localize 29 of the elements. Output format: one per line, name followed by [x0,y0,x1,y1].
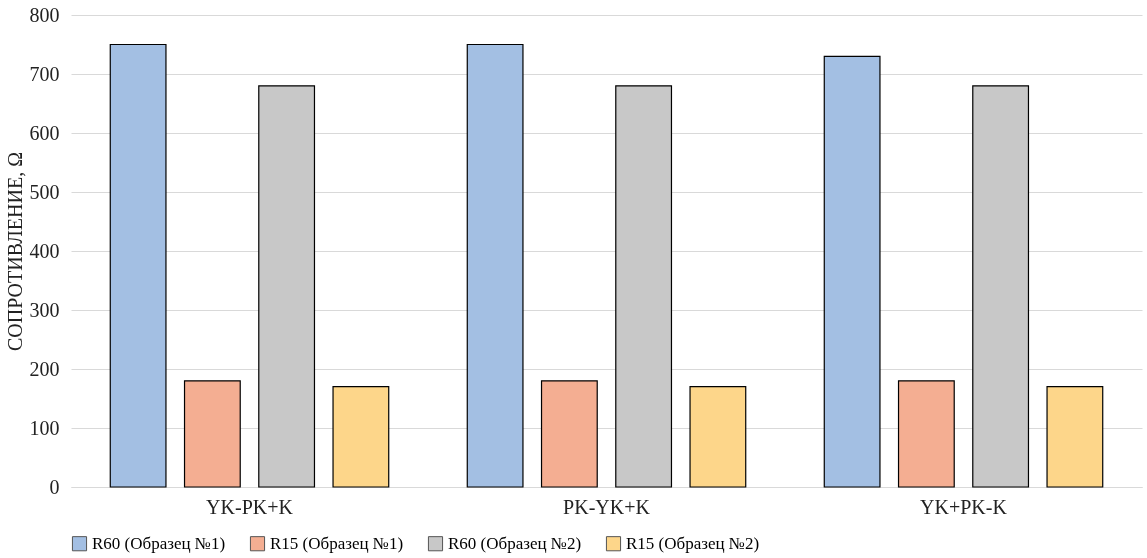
y-tick-label: 400 [29,239,60,262]
legend-label: R15 (Образец №2) [626,533,760,553]
bar [972,85,1030,488]
bar [689,386,747,488]
legend-label: R15 (Образец №1) [270,533,404,553]
y-tick-label: 100 [29,416,60,439]
bar [258,85,316,488]
x-tick-label: YK-PK+K [206,495,294,518]
bar [332,386,390,488]
y-tick-label: 800 [29,3,60,26]
bar [897,380,955,488]
y-tick-label: 600 [29,121,60,144]
x-tick-label: PK-YK+K [563,495,651,518]
y-tick-label: 500 [29,180,60,203]
bar [823,55,881,488]
x-tick-label: YK+PK-K [920,495,1008,518]
bar [615,85,673,488]
y-axis-title: СОПРОТИВЛЕНИЕ, Ω [3,151,26,352]
bar [540,380,598,488]
y-tick-label: 700 [29,62,60,85]
y-tick-label: 200 [29,357,60,380]
legend-label: R60 (Образец №1) [92,533,226,553]
bar [109,43,167,488]
bar [183,380,241,488]
legend-label: R60 (Образец №2) [448,533,582,553]
y-tick-label: 0 [49,475,60,498]
bar [1046,386,1104,488]
y-tick-label: 300 [29,298,60,321]
bar [466,43,524,488]
